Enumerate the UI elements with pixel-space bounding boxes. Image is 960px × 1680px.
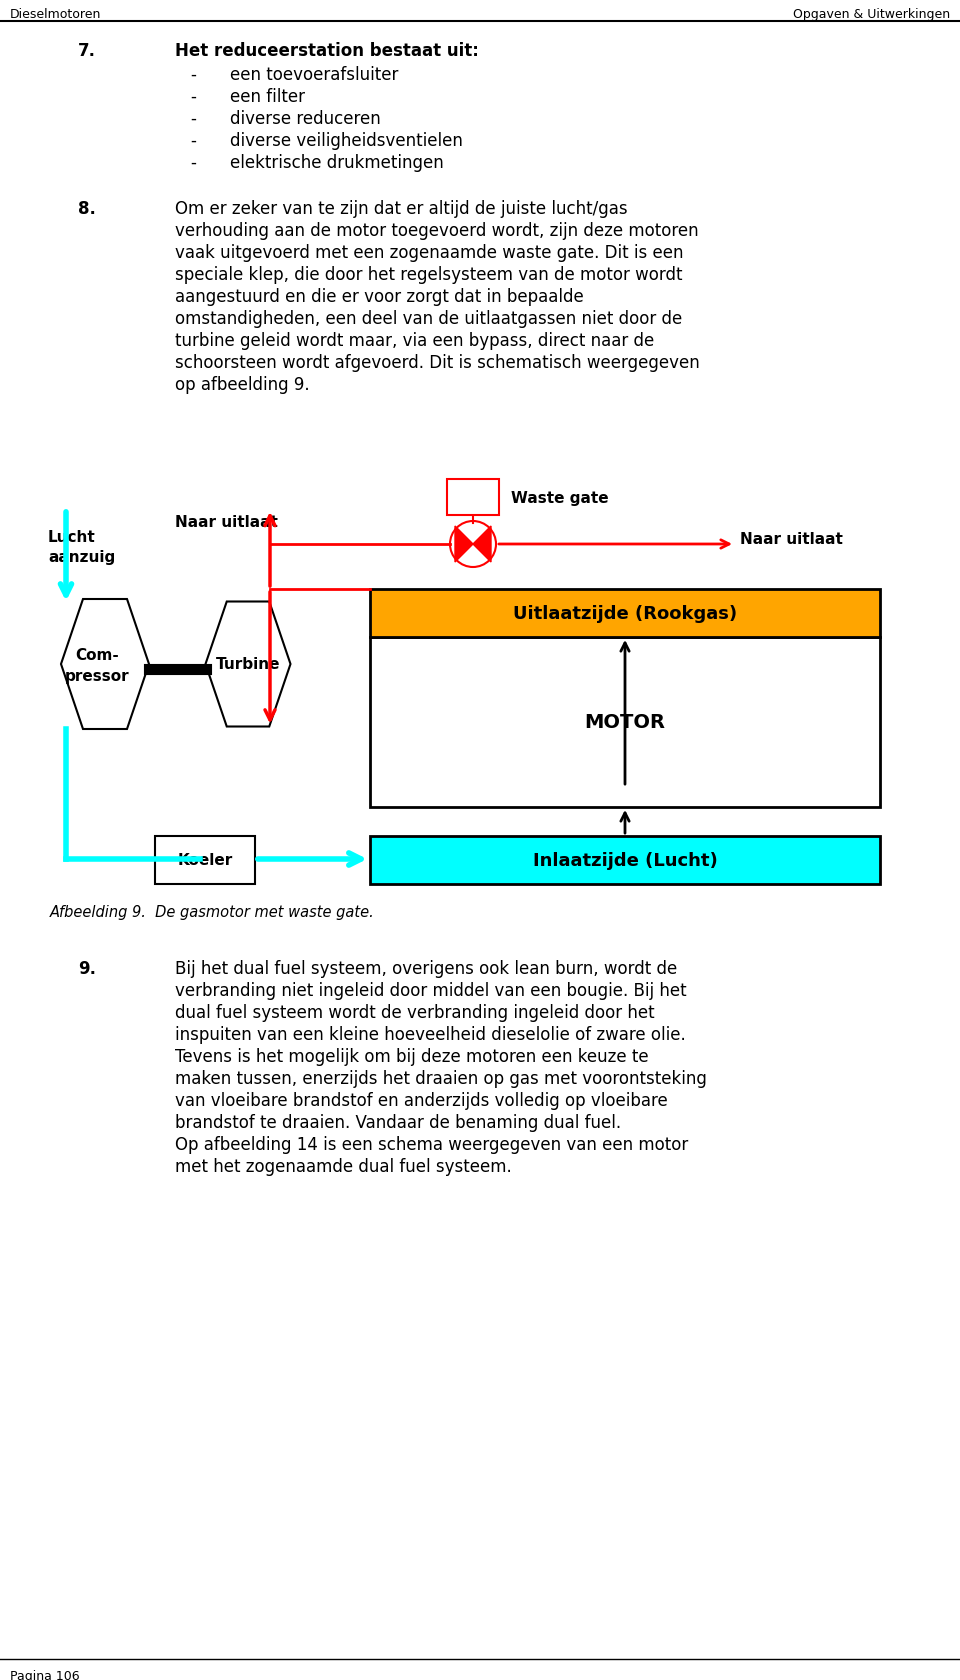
Text: Afbeelding 9.  De gasmotor met waste gate.: Afbeelding 9. De gasmotor met waste gate… (50, 904, 374, 919)
Text: -: - (190, 155, 196, 171)
Text: Uitlaatzijde (Rookgas): Uitlaatzijde (Rookgas) (513, 605, 737, 623)
Text: Turbine: Turbine (216, 657, 280, 672)
Text: Tevens is het mogelijk om bij deze motoren een keuze te: Tevens is het mogelijk om bij deze motor… (175, 1047, 649, 1065)
Text: Om er zeker van te zijn dat er altijd de juiste lucht/gas: Om er zeker van te zijn dat er altijd de… (175, 200, 628, 218)
Text: turbine geleid wordt maar, via een bypass, direct naar de: turbine geleid wordt maar, via een bypas… (175, 333, 655, 349)
Text: 7.: 7. (78, 42, 96, 60)
Text: Op afbeelding 14 is een schema weergegeven van een motor: Op afbeelding 14 is een schema weergegev… (175, 1136, 688, 1152)
Bar (370, 590, 880, 638)
Polygon shape (61, 600, 149, 729)
Polygon shape (205, 601, 291, 727)
Text: Dieselmotoren: Dieselmotoren (10, 8, 102, 20)
Text: Opgaven & Uitwerkingen: Opgaven & Uitwerkingen (793, 8, 950, 20)
Text: -: - (190, 87, 196, 106)
Text: een toevoerafsluiter: een toevoerafsluiter (230, 66, 398, 84)
Text: Het reduceerstation bestaat uit:: Het reduceerstation bestaat uit: (175, 42, 479, 60)
Text: aanzuig: aanzuig (48, 549, 115, 564)
Text: Bij het dual fuel systeem, overigens ook lean burn, wordt de: Bij het dual fuel systeem, overigens ook… (175, 959, 677, 978)
Polygon shape (473, 528, 491, 563)
Text: Waste gate: Waste gate (511, 491, 609, 506)
Text: diverse reduceren: diverse reduceren (230, 109, 381, 128)
Text: maken tussen, enerzijds het draaien op gas met voorontsteking: maken tussen, enerzijds het draaien op g… (175, 1070, 707, 1087)
Text: Koeler: Koeler (178, 853, 232, 869)
Text: diverse veiligheidsventielen: diverse veiligheidsventielen (230, 133, 463, 150)
Text: -: - (190, 109, 196, 128)
Text: aangestuurd en die er voor zorgt dat in bepaalde: aangestuurd en die er voor zorgt dat in … (175, 287, 584, 306)
Text: MOTOR: MOTOR (585, 712, 665, 732)
Text: speciale klep, die door het regelsysteem van de motor wordt: speciale klep, die door het regelsysteem… (175, 265, 683, 284)
Text: schoorsteen wordt afgevoerd. Dit is schematisch weergegeven: schoorsteen wordt afgevoerd. Dit is sche… (175, 354, 700, 371)
Text: Pagina 106: Pagina 106 (10, 1668, 80, 1680)
Text: omstandigheden, een deel van de uitlaatgassen niet door de: omstandigheden, een deel van de uitlaatg… (175, 309, 683, 328)
Bar (370, 837, 880, 884)
Text: dual fuel systeem wordt de verbranding ingeleid door het: dual fuel systeem wordt de verbranding i… (175, 1003, 655, 1021)
Text: Naar uitlaat: Naar uitlaat (740, 533, 843, 548)
Text: pressor: pressor (64, 669, 130, 684)
Text: -: - (190, 133, 196, 150)
Bar (155, 837, 255, 884)
Text: verbranding niet ingeleid door middel van een bougie. Bij het: verbranding niet ingeleid door middel va… (175, 981, 686, 1000)
Text: Inlaatzijde (Lucht): Inlaatzijde (Lucht) (533, 852, 717, 870)
Text: verhouding aan de motor toegevoerd wordt, zijn deze motoren: verhouding aan de motor toegevoerd wordt… (175, 222, 699, 240)
Text: inspuiten van een kleine hoeveelheid dieselolie of zware olie.: inspuiten van een kleine hoeveelheid die… (175, 1025, 685, 1043)
Text: brandstof te draaien. Vandaar de benaming dual fuel.: brandstof te draaien. Vandaar de benamin… (175, 1114, 621, 1131)
Text: elektrische drukmetingen: elektrische drukmetingen (230, 155, 444, 171)
Text: Lucht: Lucht (48, 529, 96, 544)
Bar (370, 638, 880, 808)
Text: van vloeibare brandstof en anderzijds volledig op vloeibare: van vloeibare brandstof en anderzijds vo… (175, 1092, 668, 1109)
Polygon shape (455, 528, 473, 563)
Text: vaak uitgevoerd met een zogenaamde waste gate. Dit is een: vaak uitgevoerd met een zogenaamde waste… (175, 244, 684, 262)
Text: 9.: 9. (78, 959, 96, 978)
Text: 8.: 8. (78, 200, 96, 218)
Text: Com-: Com- (75, 647, 119, 662)
Text: -: - (190, 66, 196, 84)
Text: op afbeelding 9.: op afbeelding 9. (175, 376, 310, 393)
Text: een filter: een filter (230, 87, 305, 106)
Text: Naar uitlaat: Naar uitlaat (175, 514, 277, 529)
Bar (447, 480, 499, 516)
Text: met het zogenaamde dual fuel systeem.: met het zogenaamde dual fuel systeem. (175, 1158, 512, 1176)
